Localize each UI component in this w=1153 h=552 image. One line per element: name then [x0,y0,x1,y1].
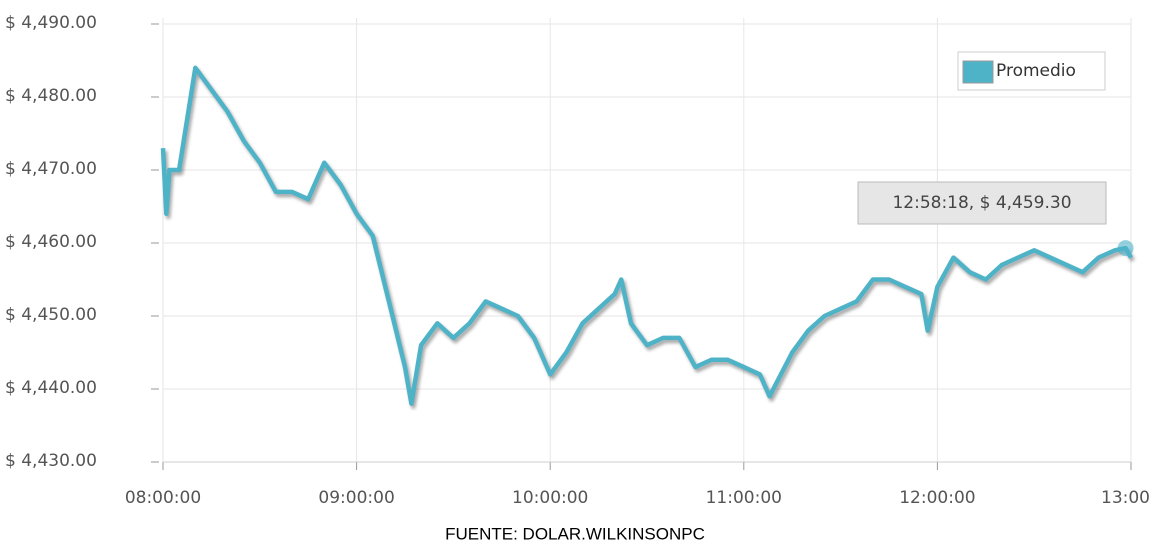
source-note: FUENTE: DOLAR.WILKINSONPC [445,524,705,543]
x-tick-label: 10:00:00 [512,488,588,508]
y-tick-label: $ 4,480.00 [5,86,97,106]
y-tick-label: $ 4,470.00 [5,159,97,179]
y-tick-label: $ 4,440.00 [5,378,97,398]
x-tick-label: 13:00 [1101,488,1150,508]
legend-swatch [962,60,994,84]
tooltip-box [857,181,1107,225]
tooltip-marker [1117,240,1134,257]
series-line [160,65,1133,406]
legend-label: Promedio [996,61,1076,81]
y-tick-label: $ 4,450.00 [5,305,97,325]
x-tick-label: 08:00:00 [125,488,201,508]
x-tick-label: 11:00:00 [706,488,782,508]
y-tick-label: $ 4,460.00 [5,232,97,252]
tooltip-text: 12:58:18, $ 4,459.30 [892,193,1071,213]
x-tick-label: 09:00:00 [318,488,394,508]
y-tick-label: $ 4,430.00 [5,451,97,471]
x-tick-label: 12:00:00 [899,488,975,508]
y-tick-label: $ 4,490.00 [5,13,97,33]
